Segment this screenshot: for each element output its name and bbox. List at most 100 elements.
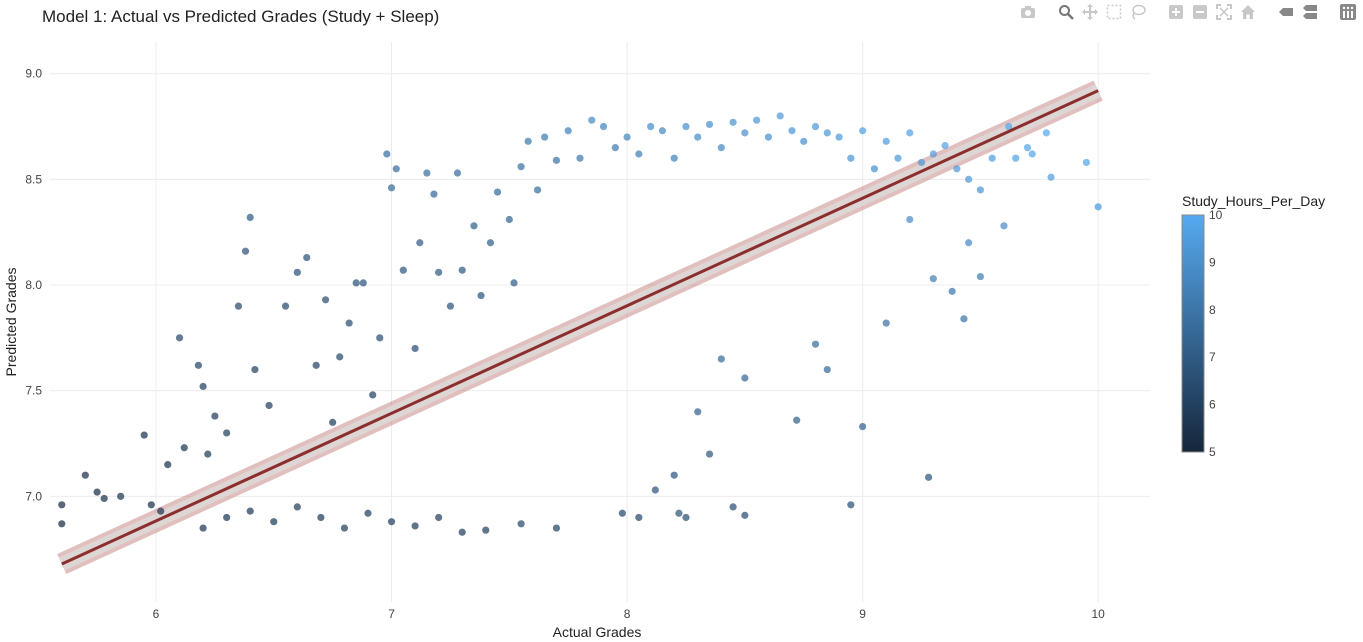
plotly-logo-icon[interactable] [1339,4,1357,20]
hover-closest-icon[interactable] [1277,4,1295,20]
scatter-point[interactable] [682,513,690,522]
scatter-point[interactable] [894,154,902,162]
scatter-point[interactable] [670,154,678,162]
scatter-point[interactable] [647,122,655,131]
scatter-point[interactable] [924,473,933,481]
scatter-point[interactable] [416,239,424,247]
camera-icon[interactable] [1019,4,1037,20]
scatter-point[interactable] [906,215,914,224]
scatter-point[interactable] [293,503,301,511]
scatter-point[interactable] [847,154,855,162]
scatter-point[interactable] [1042,129,1050,137]
scatter-point[interactable] [717,144,725,152]
scatter-point[interactable] [359,279,367,287]
scatter-point[interactable] [941,141,949,150]
scatter-point[interactable] [1028,150,1036,158]
scatter-point[interactable] [223,513,231,522]
scatter-point[interactable] [682,122,690,131]
autoscale-icon[interactable] [1215,4,1233,20]
scatter-point[interactable] [533,186,542,194]
zoom-out-icon[interactable] [1191,4,1209,20]
scatter-point[interactable] [917,158,926,167]
scatter-point[interactable] [741,129,749,137]
scatter-point[interactable] [976,272,985,281]
scatter-point[interactable] [140,431,148,439]
scatter-point[interactable] [675,509,683,517]
scatter-point[interactable] [694,133,702,141]
scatter-point[interactable] [340,524,349,532]
scatter-point[interactable] [988,154,996,162]
scatter-point[interactable] [303,253,311,262]
scatter-point[interactable] [477,291,485,300]
scatter-point[interactable] [81,471,89,479]
scatter-point[interactable] [564,127,572,135]
scatter-point[interactable] [741,511,749,519]
scatter-point[interactable] [882,137,890,145]
scatter-point[interactable] [364,509,372,517]
scatter-point[interactable] [517,520,525,528]
scatter-point[interactable] [965,175,973,183]
scatter-point[interactable] [524,137,532,145]
scatter-point[interactable] [194,361,202,369]
scatter-point[interactable] [1082,158,1091,167]
scatter-point[interactable] [976,186,985,194]
scatter-point[interactable] [788,127,796,135]
scatter-point[interactable] [552,524,561,532]
scatter-point[interactable] [618,509,626,517]
scatter-point[interactable] [588,116,596,124]
box-select-icon[interactable] [1105,4,1123,20]
scatter-point[interactable] [223,429,231,437]
scatter-point[interactable] [651,486,659,494]
scatter-point[interactable] [635,150,643,158]
scatter-point[interactable] [376,334,384,342]
scatter-point[interactable] [1023,144,1032,152]
scatter-point[interactable] [58,501,66,509]
scatter-point[interactable] [411,522,419,530]
scatter-point[interactable] [960,315,968,323]
scatter-point[interactable] [100,494,108,503]
scatter-point[interactable] [234,302,243,310]
scatter-point[interactable] [423,169,431,177]
scatter-point[interactable] [175,334,184,342]
zoom-in-icon[interactable] [1167,4,1185,20]
scatter-point[interactable] [204,450,212,458]
scatter-point[interactable] [430,190,438,198]
scatter-point[interactable] [823,129,831,137]
scatter-point[interactable] [870,165,879,173]
scatter-point[interactable] [199,382,207,391]
scatter-point[interactable] [705,120,714,129]
scatter-point[interactable] [458,528,466,536]
scatter-point[interactable] [458,266,466,274]
scatter-point[interactable] [658,127,667,135]
lasso-icon[interactable] [1129,4,1147,20]
scatter-point[interactable] [670,471,678,479]
scatter-point[interactable] [776,112,784,120]
scatter-point[interactable] [312,361,320,369]
scatter-point[interactable] [965,239,973,247]
scatter-point[interactable] [948,287,956,295]
scatter-point[interactable] [599,122,608,131]
scatter-point[interactable] [811,122,820,131]
scatter-point[interactable] [753,116,761,124]
scatter-point[interactable] [352,279,360,287]
scatter-point[interactable] [157,507,165,515]
scatter-point[interactable] [435,513,443,522]
scatter-point[interactable] [800,137,808,145]
scatter-point[interactable] [1012,154,1020,162]
zoom-icon[interactable] [1057,4,1075,20]
scatter-point[interactable] [321,296,330,304]
scatter-point[interactable] [486,239,495,247]
scatter-point[interactable] [694,408,702,416]
scatter-point[interactable] [93,488,101,496]
scatter-point[interactable] [345,319,353,327]
scatter-point[interactable] [147,501,155,509]
scatter-point[interactable] [246,507,254,515]
scatter-point[interactable] [552,156,561,164]
scatter-point[interactable] [265,401,273,410]
pan-icon[interactable] [1081,4,1099,20]
scatter-point[interactable] [383,150,391,158]
scatter-point[interactable] [453,169,462,177]
scatter-point[interactable] [435,268,443,276]
scatter-point[interactable] [505,215,513,224]
scatter-point[interactable] [793,416,801,424]
